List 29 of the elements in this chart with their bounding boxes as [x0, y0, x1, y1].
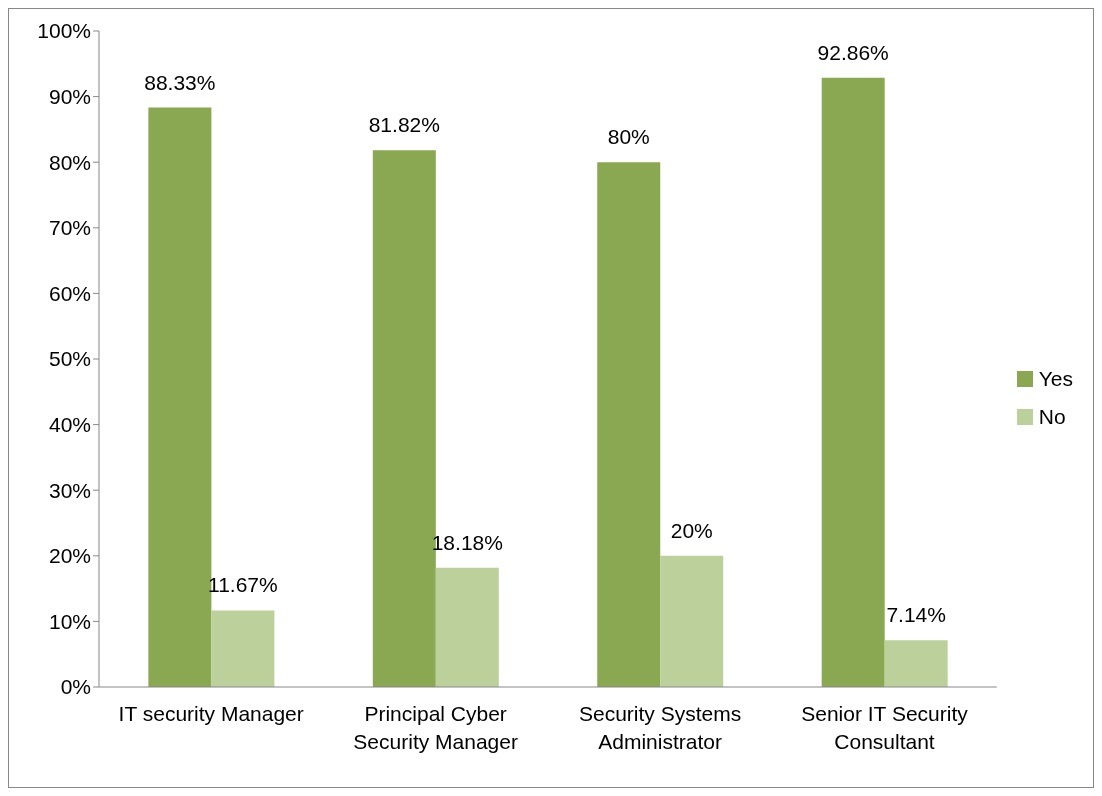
bar [435, 567, 499, 687]
data-label: 7.14% [886, 603, 946, 627]
data-label: 88.33% [144, 70, 216, 94]
y-tick-label: 0% [60, 675, 91, 699]
legend-label: Yes [1038, 367, 1073, 391]
x-tick-label: IT security Manager [118, 702, 304, 725]
y-tick-label: 30% [48, 478, 91, 502]
x-tick-label: Security Systems Administrator [578, 702, 742, 753]
y-tick-label: 90% [48, 85, 91, 109]
bar [884, 640, 948, 687]
x-tick-label: Principal Cyber Security Manager [353, 702, 518, 753]
y-tick-label: 60% [48, 281, 91, 305]
data-label: 81.82% [368, 113, 440, 137]
data-label: 92.86% [817, 40, 889, 64]
bar [821, 77, 885, 687]
bar [660, 555, 724, 687]
data-label: 20% [670, 518, 713, 542]
y-tick-label: 50% [48, 347, 91, 371]
y-tick-label: 40% [48, 413, 91, 437]
y-tick-label: 10% [48, 609, 91, 633]
x-tick-label: Senior IT Security Consultant [801, 702, 969, 753]
legend-label: No [1038, 405, 1066, 429]
y-tick-label: 100% [37, 19, 91, 43]
y-tick-label: 20% [48, 544, 91, 568]
bar [597, 162, 661, 687]
y-tick-label: 70% [48, 216, 91, 240]
y-tick-label: 80% [48, 150, 91, 174]
data-label: 80% [607, 125, 650, 149]
bar [211, 610, 275, 687]
